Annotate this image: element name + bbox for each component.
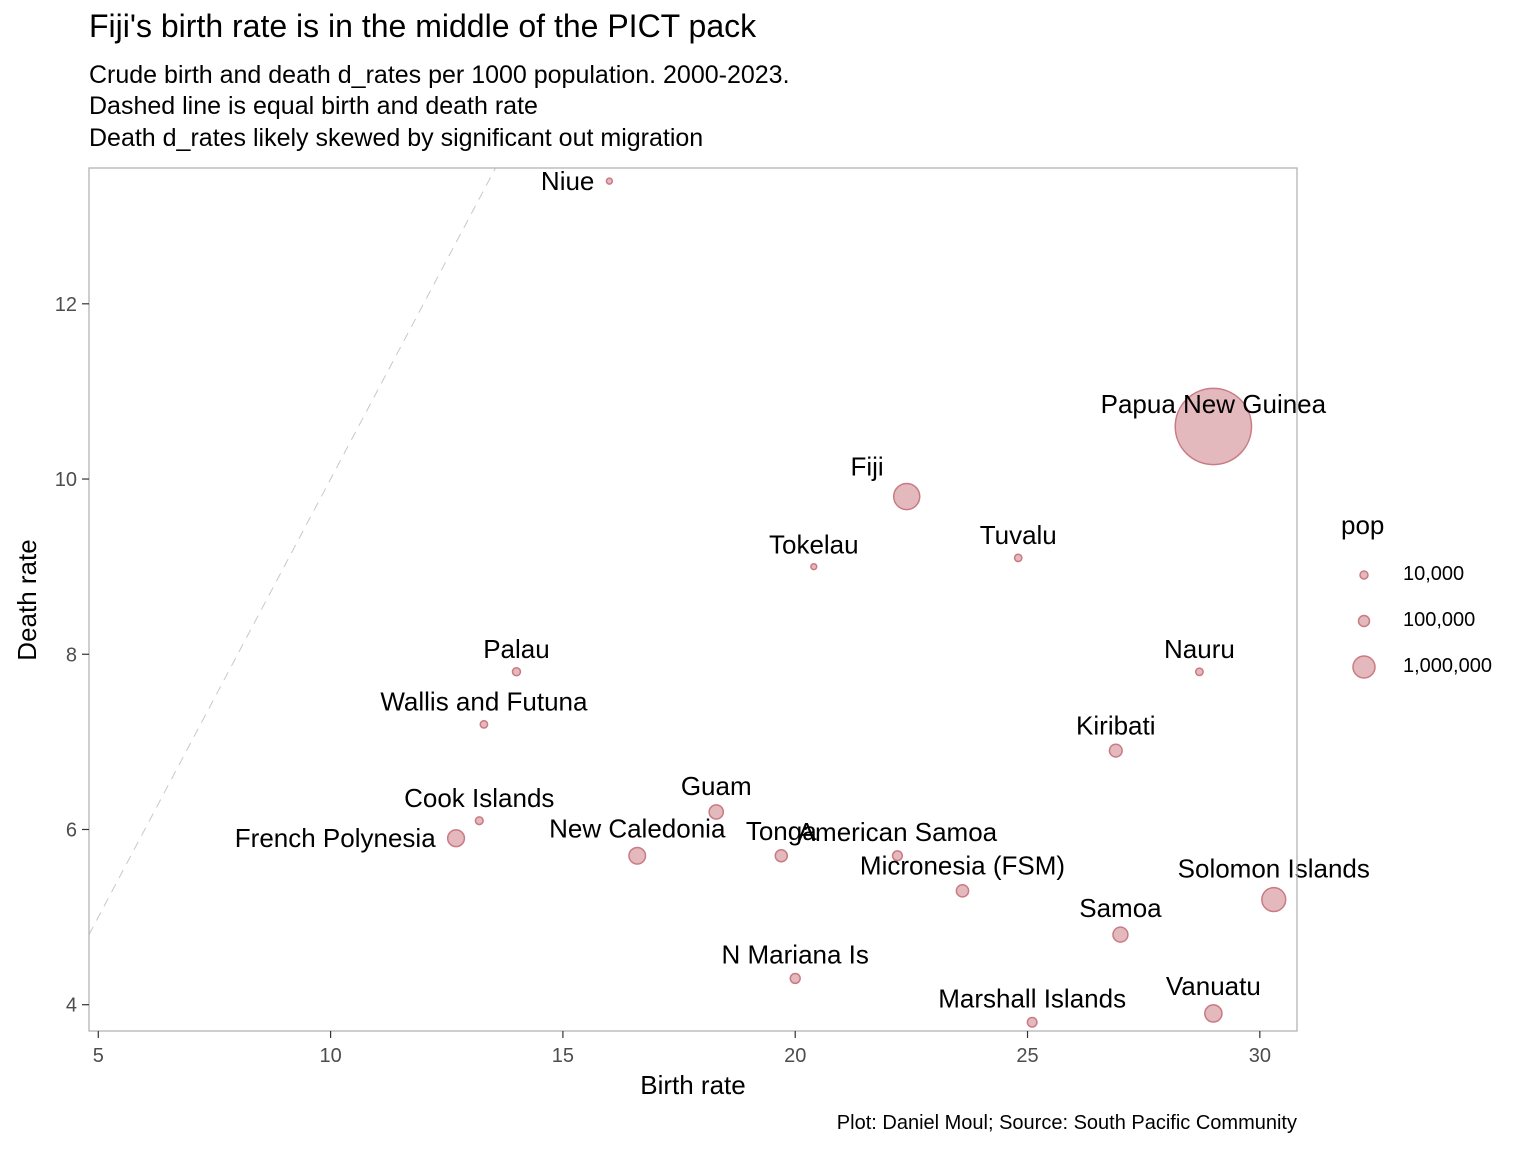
y-tick-label: 10 xyxy=(55,469,77,491)
point-label: Guam xyxy=(681,771,752,801)
data-point xyxy=(1026,1016,1038,1028)
caption: Plot: Daniel Moul; Source: South Pacific… xyxy=(836,1112,1297,1134)
data-point xyxy=(1013,553,1023,563)
data-point xyxy=(1261,886,1287,913)
point-label: Tokelau xyxy=(769,530,859,560)
data-point xyxy=(1112,926,1129,943)
y-tick-label: 4 xyxy=(66,995,77,1017)
legend-title: pop xyxy=(1341,510,1385,540)
legend-label: 100,000 xyxy=(1403,609,1476,631)
chart-subtitle-line-3: Death d_rates likely skewed by significa… xyxy=(89,124,704,152)
equal-rate-reference-line xyxy=(89,168,496,935)
data-point xyxy=(810,562,818,571)
legend-symbol xyxy=(1357,614,1371,628)
point-label: Tuvalu xyxy=(980,520,1057,550)
data-point xyxy=(1108,743,1123,758)
data-point xyxy=(1204,1004,1223,1023)
x-tick-label: 25 xyxy=(1016,1045,1038,1067)
data-point xyxy=(789,972,801,985)
point-label: New Caledonia xyxy=(549,814,726,844)
legend-item: 100,000 xyxy=(1340,601,1530,641)
point-label: N Mariana Is xyxy=(722,939,869,969)
point-label: Wallis and Futuna xyxy=(380,687,588,717)
data-point xyxy=(511,667,522,677)
chart-title: Fiji's birth rate is in the middle of th… xyxy=(89,8,757,44)
y-tick-label: 12 xyxy=(55,294,77,316)
point-label: Micronesia (FSM) xyxy=(860,851,1065,881)
x-tick-label: 20 xyxy=(784,1045,806,1067)
x-tick-label: 10 xyxy=(319,1045,341,1067)
data-point xyxy=(892,482,921,511)
x-tick-label: 5 xyxy=(93,1045,104,1067)
point-label: Niue xyxy=(541,166,594,196)
point-label: Samoa xyxy=(1079,893,1162,923)
point-label: Kiribati xyxy=(1076,710,1155,740)
y-tick-label: 6 xyxy=(66,819,77,841)
y-tick-label: 8 xyxy=(66,644,77,666)
legend-key-circle xyxy=(1352,655,1376,679)
legend-key-circle xyxy=(1359,570,1369,580)
point-label: Marshall Islands xyxy=(938,983,1126,1013)
data-point xyxy=(479,719,489,729)
data-point xyxy=(628,846,647,865)
point-label: Palau xyxy=(483,634,550,664)
point-label: American Samoa xyxy=(798,817,998,847)
legend-symbol xyxy=(1359,570,1369,580)
y-axis-title: Death rate xyxy=(12,539,42,660)
legend-item: 1,000,000 xyxy=(1340,647,1530,687)
chart-subtitle-line-2: Dashed line is equal birth and death rat… xyxy=(89,92,538,120)
panel-border xyxy=(88,167,1298,1032)
data-point xyxy=(1174,387,1253,466)
point-label: French Polynesia xyxy=(235,823,436,853)
data-point xyxy=(774,849,789,863)
data-point xyxy=(891,850,904,862)
plot-panel xyxy=(89,168,1297,1031)
data-point xyxy=(708,804,725,820)
point-label: Papua New Guinea xyxy=(1101,389,1327,419)
legend-key-circle xyxy=(1357,614,1371,628)
data-point xyxy=(1194,667,1204,677)
x-tick-label: 15 xyxy=(552,1045,574,1067)
data-point xyxy=(605,177,614,185)
point-label: Nauru xyxy=(1164,634,1235,664)
legend-label: 1,000,000 xyxy=(1403,655,1492,677)
point-label: Solomon Islands xyxy=(1178,854,1370,884)
point-label: Cook Islands xyxy=(404,783,554,813)
legend-label: 10,000 xyxy=(1403,563,1465,585)
data-point xyxy=(446,829,466,848)
x-tick-label: 30 xyxy=(1249,1045,1271,1067)
x-axis-title: Birth rate xyxy=(640,1070,746,1100)
legend-item: 10,000 xyxy=(1340,555,1530,595)
data-point xyxy=(474,816,484,826)
point-label: Fiji xyxy=(850,452,883,482)
legend-symbol xyxy=(1352,655,1376,679)
point-label: Vanuatu xyxy=(1166,971,1261,1001)
data-point xyxy=(955,883,970,898)
point-label: Tonga xyxy=(746,816,817,846)
chart-subtitle-line-1: Crude birth and death d_rates per 1000 p… xyxy=(89,61,790,89)
